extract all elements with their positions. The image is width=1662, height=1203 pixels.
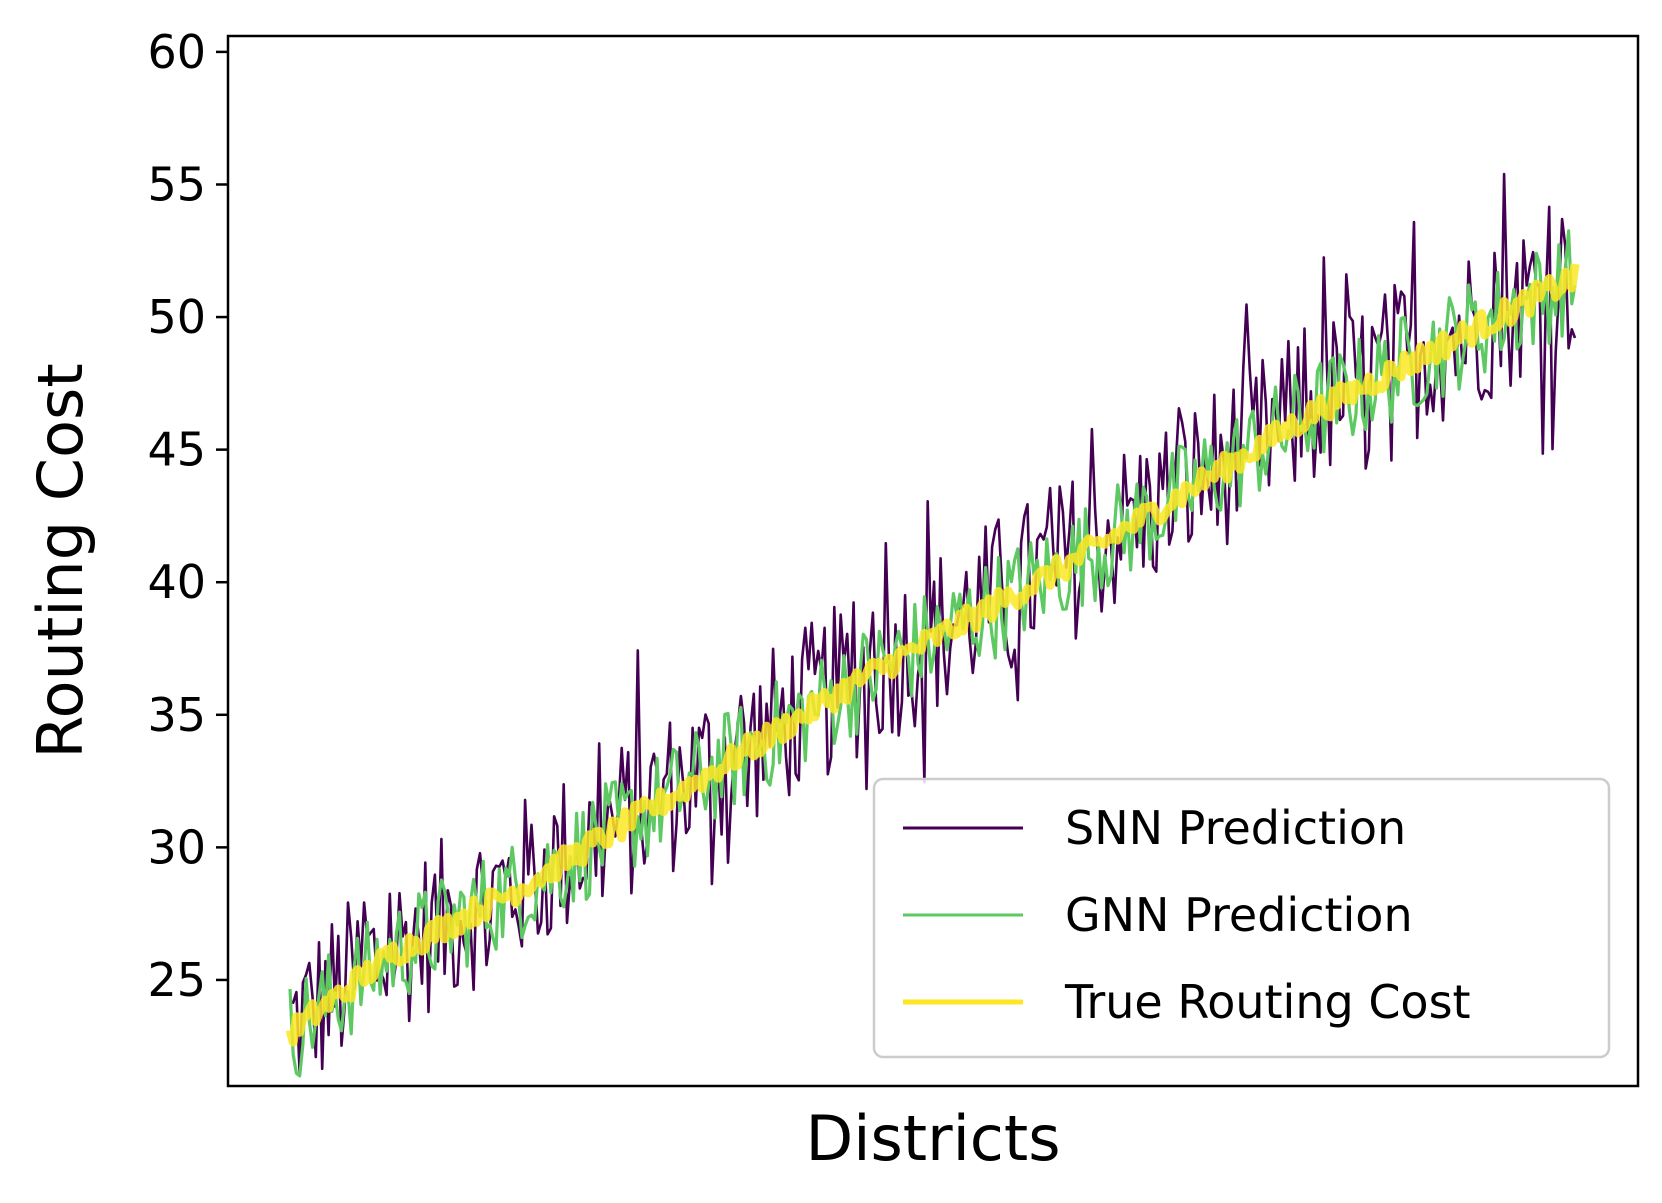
y-tick-label: 35 bbox=[147, 688, 206, 742]
plot-frame bbox=[226, 34, 1640, 1088]
y-tick-label: 30 bbox=[147, 820, 206, 874]
legend-entries: SNN Prediction GNN Prediction True Routing… bbox=[903, 801, 1471, 1029]
y-tick-label: 40 bbox=[147, 555, 206, 609]
x-axis-title: Districts bbox=[806, 1102, 1061, 1175]
legend-box bbox=[872, 777, 1611, 1059]
y-tick-label: 45 bbox=[147, 423, 206, 477]
series-line-true-routing-cost bbox=[285, 263, 1580, 1047]
legend-label-snn-prediction: SNN Prediction bbox=[1065, 801, 1406, 855]
plot-area bbox=[226, 34, 1640, 1088]
y-tick-label: 25 bbox=[147, 953, 206, 1007]
y-axis: 25 30 35 40 45 50 55 60 bbox=[147, 25, 228, 1007]
legend: SNN Prediction GNN Prediction True Routing… bbox=[872, 777, 1611, 1059]
y-tick-label: 60 bbox=[147, 25, 206, 79]
y-axis-title: Routing Cost bbox=[24, 363, 97, 758]
legend-label-true-routing-cost: True Routing Cost bbox=[1064, 975, 1471, 1029]
series-layer bbox=[285, 172, 1580, 1078]
legend-label-gnn-prediction: GNN Prediction bbox=[1065, 888, 1413, 942]
y-tick-label: 50 bbox=[147, 290, 206, 344]
y-tick-label: 55 bbox=[147, 157, 206, 211]
